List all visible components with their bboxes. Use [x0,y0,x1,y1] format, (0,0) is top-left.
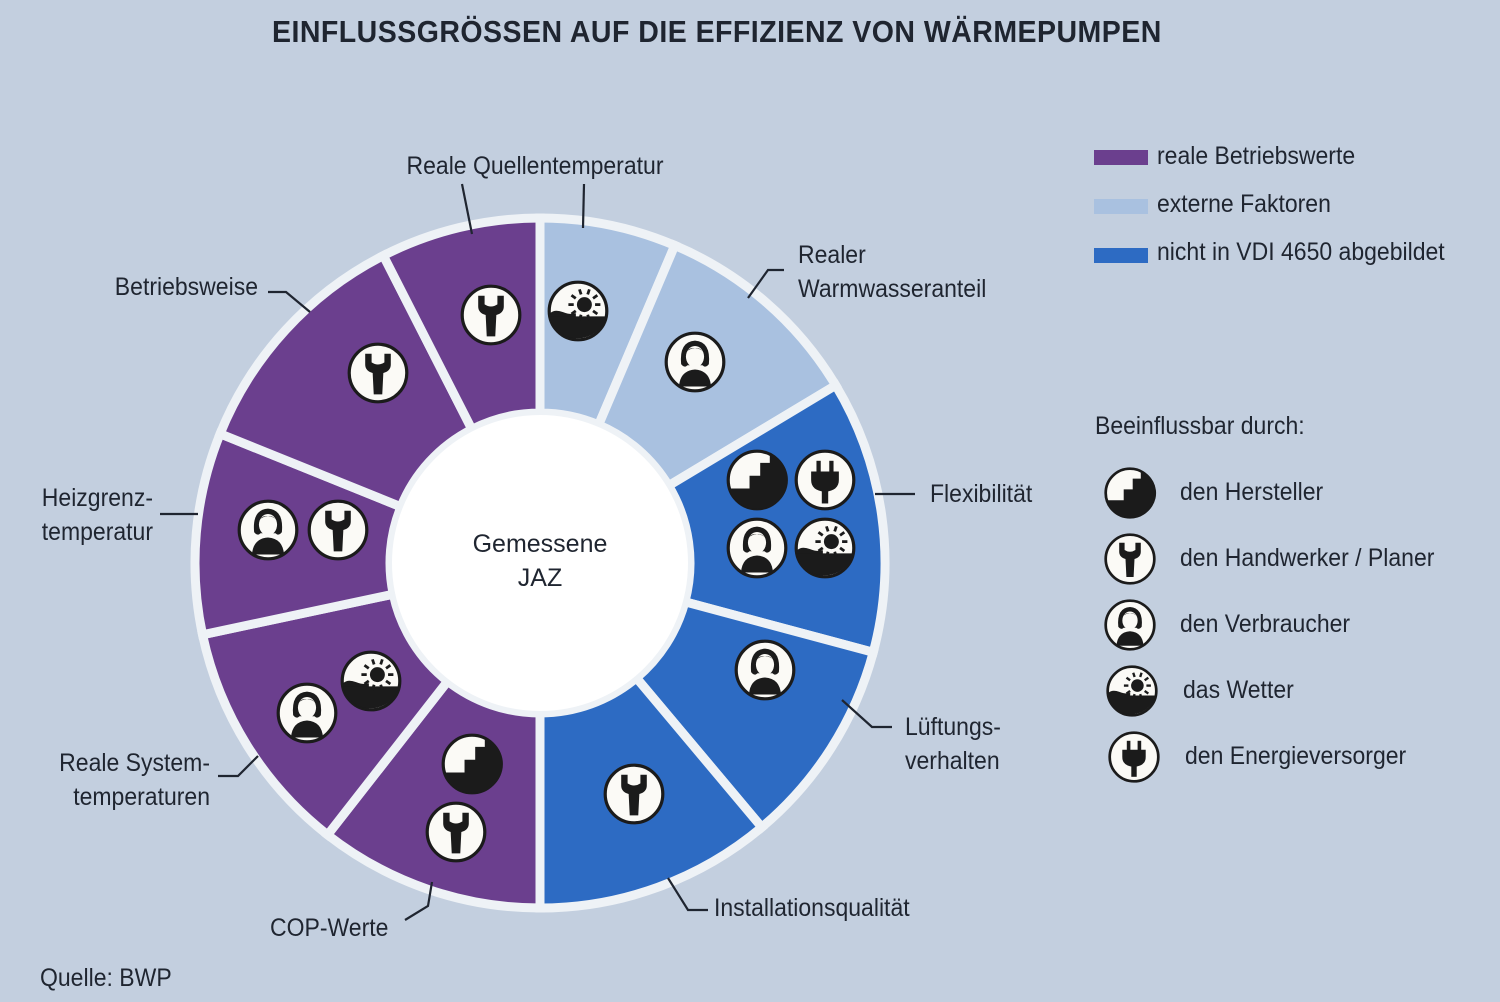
segment-label-installationsqualitaet: Installationsqualität [714,894,910,922]
consumer-icon [734,639,796,701]
segment-label-warmwasseranteil: Realer Warmwasseranteil [798,241,987,303]
weather-icon [547,280,609,342]
influence-label-hersteller: den Hersteller [1180,478,1324,506]
leader-line [460,183,474,235]
manufacturer-icon [726,449,788,511]
consumer-icon [237,499,299,561]
wrench-icon [1104,533,1156,585]
legend-label-reale-betriebswerte: reale Betriebswerte [1157,142,1356,170]
segment-icons [237,280,856,863]
center-label: Gemessene JAZ [440,527,640,595]
manufacturer-icon [1104,467,1157,519]
wrench-icon [347,342,409,404]
segment-label-systemtemperaturen: Reale System- temperaturen [59,749,211,811]
plug-icon [794,449,856,511]
wrench-icon [460,284,522,346]
weather-icon [794,517,856,579]
legend-swatch-externe-faktoren [1094,199,1148,214]
influence-legend-title: Beeinflussbar durch: [1095,412,1305,440]
leader-line [268,290,311,313]
influence-label-verbraucher: den Verbraucher [1180,610,1351,638]
legend-label-nicht-in-vdi: nicht in VDI 4650 abgebildet [1157,238,1445,266]
source-note: Quelle: BWP [40,964,172,992]
consumer-icon [726,517,788,579]
leader-line [747,268,784,299]
influence-label-wetter: das Wetter [1183,676,1294,704]
wrench-icon [603,763,665,825]
segment-label-flexibilitaet: Flexibilität [930,480,1033,508]
weather-icon [340,650,402,712]
segment-label-lueftungsverhalten: Lüftungs- verhalten [905,713,1001,775]
center-circle [388,411,692,715]
influence-label-energieversorger: den Energieversorger [1185,742,1407,770]
legend-swatch-reale-betriebswerte [1094,150,1148,165]
segment-label-heizgrenztemperatur: Heizgrenz- temperatur [41,484,154,546]
segment-label-cop-werte: COP-Werte [270,914,389,942]
wrench-icon [307,499,369,561]
manufacturer-icon [441,733,503,795]
segment-label-quellentemperatur: Reale Quellentemperatur [406,152,664,180]
wrench-icon [425,801,487,863]
leader-line [841,699,892,729]
consumer-icon [1104,599,1156,651]
leader-line [667,877,708,912]
center-label-line2: JAZ [517,564,563,592]
center-label-line1: Gemessene [472,530,608,558]
legend-label-externe-faktoren: externe Faktoren [1157,190,1331,218]
plug-icon [1108,731,1160,783]
consumer-icon [664,331,726,393]
leader-line [581,183,586,229]
leader-line [218,755,259,778]
leader-lines [160,183,915,921]
legend-swatch-nicht-in-vdi [1094,248,1148,263]
diagram-title: EINFLUSSGRÖSSEN AUF DIE EFFIZIENZ VON WÄ… [272,14,1162,49]
influence-label-handwerker: den Handwerker / Planer [1180,544,1435,572]
leader-line [404,881,434,921]
consumer-icon [276,682,338,744]
segment-label-betriebsweise: Betriebsweise [114,273,258,301]
weather-icon [1106,665,1158,717]
